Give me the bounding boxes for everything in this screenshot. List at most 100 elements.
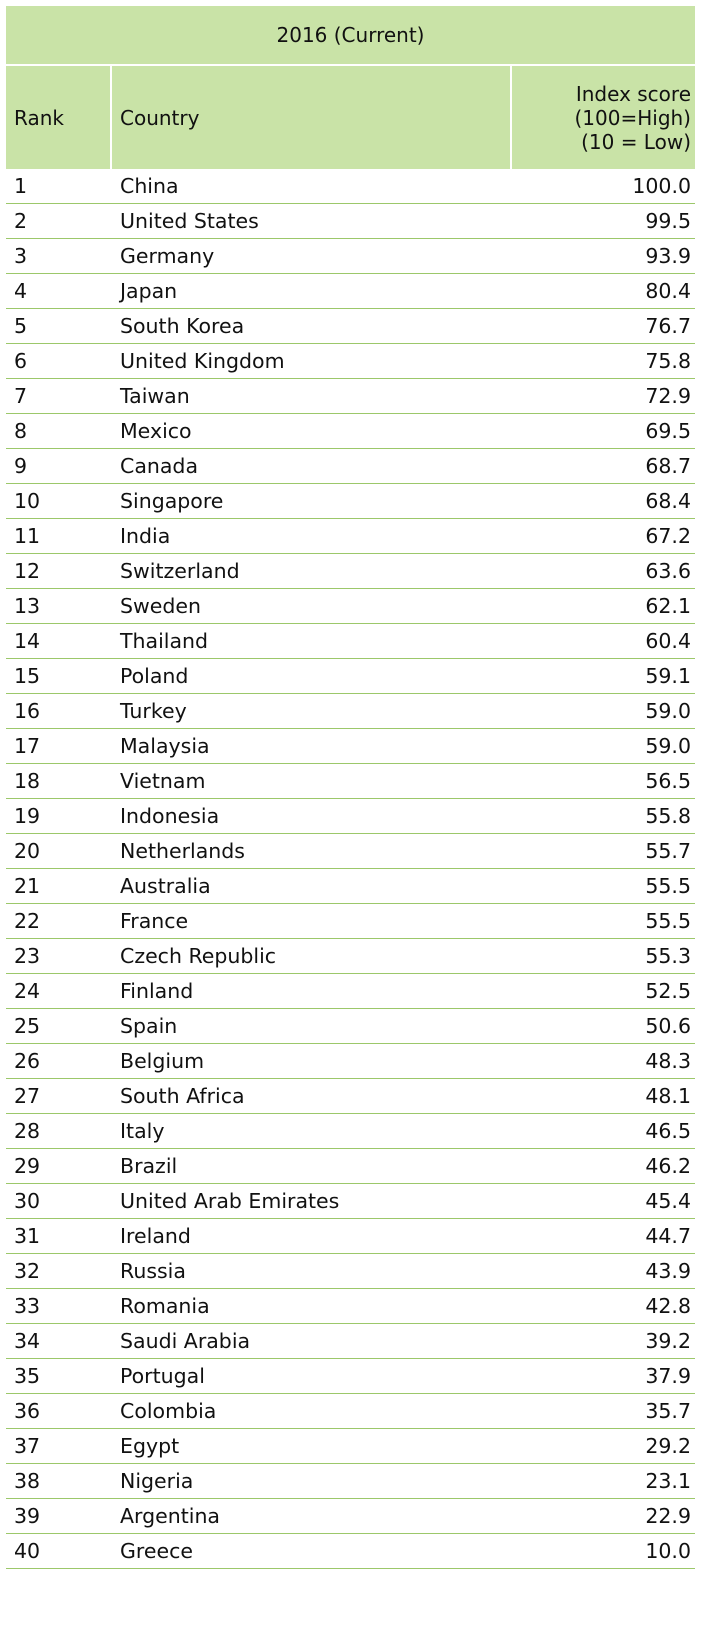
country-cell: Australia xyxy=(112,874,512,898)
table-row: 13 Sweden 62.1 xyxy=(6,589,695,624)
rank-cell: 21 xyxy=(6,874,112,898)
table-row: 39 Argentina 22.9 xyxy=(6,1499,695,1534)
country-cell: Colombia xyxy=(112,1399,512,1423)
rank-cell: 10 xyxy=(6,489,112,513)
rank-cell: 33 xyxy=(6,1294,112,1318)
table-row: 25 Spain 50.6 xyxy=(6,1009,695,1044)
country-cell: United Kingdom xyxy=(112,349,512,373)
rank-cell: 28 xyxy=(6,1119,112,1143)
table-row: 11 India 67.2 xyxy=(6,519,695,554)
index-score-cell: 67.2 xyxy=(512,524,695,548)
table-row: 37 Egypt 29.2 xyxy=(6,1429,695,1464)
header-index-score: Index score (100=High) (10 = Low) xyxy=(512,66,695,169)
table-row: 34 Saudi Arabia 39.2 xyxy=(6,1324,695,1359)
index-score-cell: 55.7 xyxy=(512,839,695,863)
rank-cell: 6 xyxy=(6,349,112,373)
table-row: 19 Indonesia 55.8 xyxy=(6,799,695,834)
country-cell: India xyxy=(112,524,512,548)
rank-cell: 7 xyxy=(6,384,112,408)
table-row: 12 Switzerland 63.6 xyxy=(6,554,695,589)
rank-cell: 5 xyxy=(6,314,112,338)
rank-cell: 9 xyxy=(6,454,112,478)
rank-cell: 29 xyxy=(6,1154,112,1178)
country-cell: Vietnam xyxy=(112,769,512,793)
table-row: 2 United States 99.5 xyxy=(6,204,695,239)
rank-cell: 12 xyxy=(6,559,112,583)
rank-cell: 35 xyxy=(6,1364,112,1388)
country-cell: Poland xyxy=(112,664,512,688)
rank-cell: 24 xyxy=(6,979,112,1003)
country-cell: Germany xyxy=(112,244,512,268)
country-cell: Ireland xyxy=(112,1224,512,1248)
country-cell: Nigeria xyxy=(112,1469,512,1493)
index-score-cell: 56.5 xyxy=(512,769,695,793)
rank-cell: 14 xyxy=(6,629,112,653)
country-cell: Greece xyxy=(112,1539,512,1563)
table-row: 38 Nigeria 23.1 xyxy=(6,1464,695,1499)
rank-cell: 18 xyxy=(6,769,112,793)
table-row: 17 Malaysia 59.0 xyxy=(6,729,695,764)
index-score-cell: 63.6 xyxy=(512,559,695,583)
table-row: 14 Thailand 60.4 xyxy=(6,624,695,659)
table-row: 16 Turkey 59.0 xyxy=(6,694,695,729)
rank-cell: 26 xyxy=(6,1049,112,1073)
country-cell: France xyxy=(112,909,512,933)
rank-cell: 25 xyxy=(6,1014,112,1038)
country-cell: Mexico xyxy=(112,419,512,443)
rank-cell: 16 xyxy=(6,699,112,723)
index-score-cell: 55.5 xyxy=(512,874,695,898)
country-cell: Taiwan xyxy=(112,384,512,408)
rank-cell: 4 xyxy=(6,279,112,303)
rank-cell: 19 xyxy=(6,804,112,828)
country-cell: Romania xyxy=(112,1294,512,1318)
rank-cell: 3 xyxy=(6,244,112,268)
table-row: 29 Brazil 46.2 xyxy=(6,1149,695,1184)
table-header-row: Rank Country Index score (100=High) (10 … xyxy=(6,66,695,169)
country-cell: Singapore xyxy=(112,489,512,513)
table-row: 32 Russia 43.9 xyxy=(6,1254,695,1289)
index-score-cell: 37.9 xyxy=(512,1364,695,1388)
index-score-cell: 55.5 xyxy=(512,909,695,933)
rank-cell: 31 xyxy=(6,1224,112,1248)
index-score-cell: 46.5 xyxy=(512,1119,695,1143)
table-row: 7 Taiwan 72.9 xyxy=(6,379,695,414)
country-cell: Italy xyxy=(112,1119,512,1143)
index-score-cell: 60.4 xyxy=(512,629,695,653)
rank-cell: 32 xyxy=(6,1259,112,1283)
country-cell: Brazil xyxy=(112,1154,512,1178)
index-score-cell: 55.8 xyxy=(512,804,695,828)
table-row: 3 Germany 93.9 xyxy=(6,239,695,274)
index-score-cell: 93.9 xyxy=(512,244,695,268)
table-row: 21 Australia 55.5 xyxy=(6,869,695,904)
country-cell: Sweden xyxy=(112,594,512,618)
index-score-cell: 44.7 xyxy=(512,1224,695,1248)
table-row: 9 Canada 68.7 xyxy=(6,449,695,484)
rank-cell: 1 xyxy=(6,174,112,198)
rank-cell: 40 xyxy=(6,1539,112,1563)
table-row: 10 Singapore 68.4 xyxy=(6,484,695,519)
rank-cell: 11 xyxy=(6,524,112,548)
country-cell: Belgium xyxy=(112,1049,512,1073)
country-cell: Canada xyxy=(112,454,512,478)
rank-cell: 34 xyxy=(6,1329,112,1353)
country-cell: Argentina xyxy=(112,1504,512,1528)
table-row: 33 Romania 42.8 xyxy=(6,1289,695,1324)
index-score-cell: 22.9 xyxy=(512,1504,695,1528)
country-cell: Russia xyxy=(112,1259,512,1283)
country-cell: Saudi Arabia xyxy=(112,1329,512,1353)
country-cell: Portugal xyxy=(112,1364,512,1388)
rank-cell: 37 xyxy=(6,1434,112,1458)
index-score-cell: 50.6 xyxy=(512,1014,695,1038)
table-row: 28 Italy 46.5 xyxy=(6,1114,695,1149)
table-row: 35 Portugal 37.9 xyxy=(6,1359,695,1394)
country-cell: Netherlands xyxy=(112,839,512,863)
country-cell: Finland xyxy=(112,979,512,1003)
rank-cell: 20 xyxy=(6,839,112,863)
table-row: 15 Poland 59.1 xyxy=(6,659,695,694)
index-score-cell: 46.2 xyxy=(512,1154,695,1178)
index-score-cell: 68.4 xyxy=(512,489,695,513)
index-score-cell: 80.4 xyxy=(512,279,695,303)
table-row: 22 France 55.5 xyxy=(6,904,695,939)
table-row: 4 Japan 80.4 xyxy=(6,274,695,309)
country-cell: South Africa xyxy=(112,1084,512,1108)
